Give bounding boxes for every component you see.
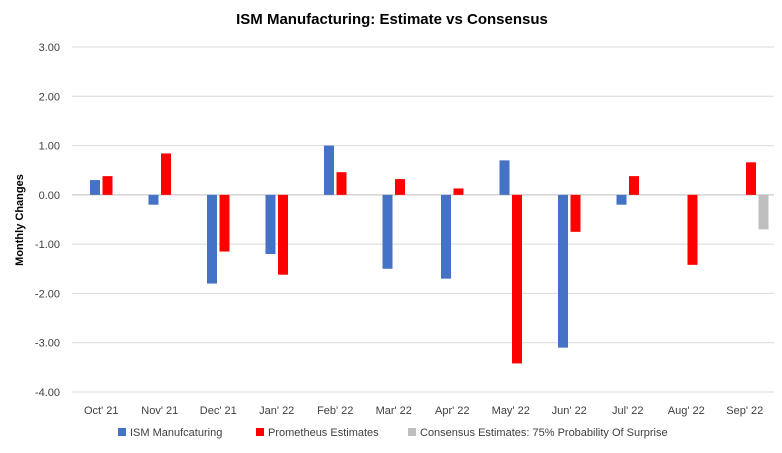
bar-consensus (758, 194, 769, 230)
bar-ism (382, 194, 393, 269)
y-tick-label: 1.00 (39, 141, 60, 153)
x-tick-label: Feb' 22 (317, 405, 353, 417)
x-tick-label: Mar' 22 (376, 405, 412, 417)
x-tick-label: Jan' 22 (259, 405, 294, 417)
x-tick-label: Apr' 22 (435, 405, 470, 417)
bar-prometheus (453, 188, 464, 195)
legend-label: Consensus Estimates: 75% Probability Of … (420, 427, 668, 439)
y-tick-label: 0.00 (39, 190, 60, 202)
chart-title: ISM Manufacturing: Estimate vs Consensus (236, 11, 548, 28)
legend-label: ISM Manufcaturing (130, 427, 222, 439)
bar-ism (499, 160, 510, 195)
bar-ism (558, 194, 568, 348)
bar-prometheus (102, 176, 113, 195)
bar-prometheus (629, 176, 639, 195)
x-tick-label: Dec' 21 (200, 405, 237, 417)
legend-label: Prometheus Estimates (268, 427, 379, 439)
legend-swatch (256, 428, 264, 436)
y-tick-label: 2.00 (39, 91, 60, 103)
bar-prometheus (746, 162, 756, 195)
x-tick-label: May' 22 (492, 405, 530, 417)
x-tick-label: Nov' 21 (141, 405, 178, 417)
bar-ism (616, 194, 627, 205)
legend-swatch (118, 428, 126, 436)
x-tick-label: Jun' 22 (552, 405, 587, 417)
gridlines (72, 46, 774, 393)
bar-ism (441, 194, 451, 279)
legend-swatch (408, 428, 416, 436)
x-tick-label: Jul' 22 (612, 405, 643, 417)
x-tick-label: Sep' 22 (726, 405, 763, 417)
bar-prometheus (512, 194, 522, 364)
x-tick-label: Aug' 22 (668, 405, 705, 417)
bar-ism (265, 194, 276, 254)
y-tick-label: -1.00 (35, 239, 60, 251)
bar-prometheus (687, 194, 698, 265)
bar-ism (90, 180, 100, 195)
bar-prometheus (570, 194, 581, 232)
bar-ism (148, 194, 159, 205)
bar-ism (324, 145, 334, 195)
y-tick-label: -3.00 (35, 338, 60, 350)
y-tick-labels: 3.00 2.00 1.00 0.00 -1.00 -2.00 -3.00 -4.00 (35, 42, 60, 399)
legend: ISM Manufcaturing Prometheus Estimates Con… (118, 427, 668, 439)
bar-ism (207, 194, 217, 284)
bar-prometheus (395, 179, 405, 195)
y-tick-label: -2.00 (35, 288, 60, 300)
bar-prometheus (219, 194, 230, 252)
x-tick-label: Oct' 21 (84, 405, 119, 417)
bar-prometheus (336, 172, 347, 195)
bars (90, 145, 769, 364)
bar-prometheus (278, 194, 288, 275)
y-tick-label: 3.00 (39, 42, 60, 54)
x-tick-labels: Oct' 21 Nov' 21 Dec' 21 Jan' 22 Feb' 22 Mar' … (84, 405, 763, 417)
y-axis-label: Monthly Changes (14, 174, 26, 266)
y-tick-label: -4.00 (35, 387, 60, 399)
bar-prometheus (161, 153, 171, 195)
